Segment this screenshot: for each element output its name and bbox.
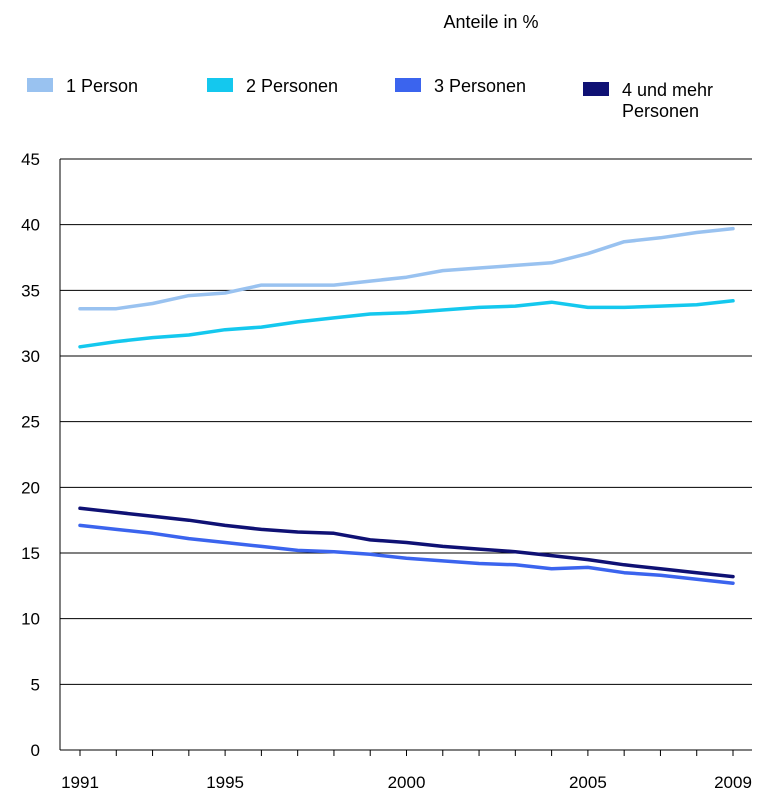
x-tick-label: 1995 xyxy=(206,773,244,792)
y-tick-label: 15 xyxy=(21,544,40,563)
axes xyxy=(59,159,752,756)
y-tick-label: 5 xyxy=(31,675,40,694)
y-tick-label: 25 xyxy=(21,413,40,432)
y-tick-label: 40 xyxy=(21,216,40,235)
series-line-3 xyxy=(78,523,735,585)
x-tick-label: 2000 xyxy=(388,773,426,792)
legend-swatch xyxy=(395,78,421,92)
y-tick-label: 30 xyxy=(21,347,40,366)
legend-label: 1 Person xyxy=(66,76,138,96)
y-tick-label: 10 xyxy=(21,610,40,629)
x-tick-label: 2005 xyxy=(569,773,607,792)
legend-label: 3 Personen xyxy=(434,76,526,96)
x-tick-label: 1991 xyxy=(61,773,99,792)
chart-title: Anteile in % xyxy=(443,12,538,32)
gridlines xyxy=(60,158,752,685)
x-tick-label: 2009 xyxy=(714,773,752,792)
legend-swatch xyxy=(207,78,233,92)
y-tick-label: 0 xyxy=(31,741,40,760)
y-tick-label: 45 xyxy=(21,150,40,169)
legend-label: 4 und mehr Personen xyxy=(622,80,713,121)
legend-swatch xyxy=(583,82,609,96)
legend: 1 Person 2 Personen 3 Personen 4 und mehr Pe… xyxy=(27,76,713,121)
series-line-1 xyxy=(78,226,735,311)
y-tick-label: 35 xyxy=(21,281,40,300)
y-tick-label: 20 xyxy=(21,478,40,497)
legend-swatch xyxy=(27,78,53,92)
series-line-4 xyxy=(78,506,735,579)
series-line-2 xyxy=(78,299,735,349)
y-tick-labels: 0 5 10 15 20 25 30 35 40 45 xyxy=(21,150,40,760)
legend-label: 2 Personen xyxy=(246,76,338,96)
series-lines xyxy=(78,226,735,585)
x-tick-labels: 1991 1995 2000 2005 2009 xyxy=(61,773,752,792)
